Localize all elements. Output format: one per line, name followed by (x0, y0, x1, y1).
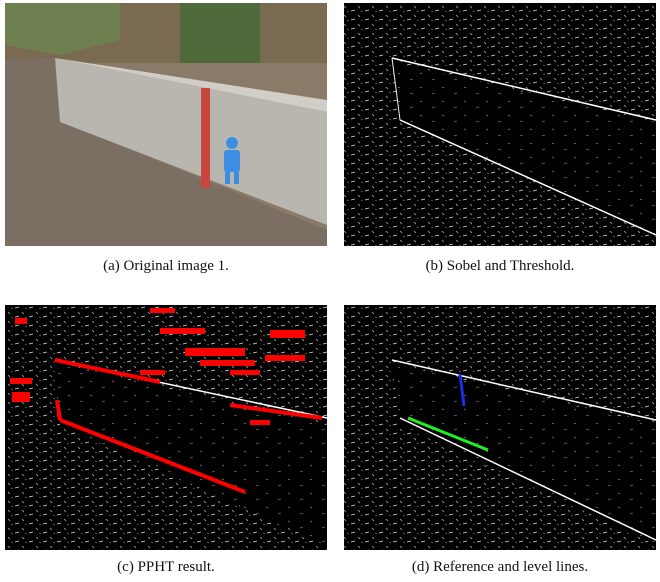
caption: (a) Original image 1. (1, 258, 331, 275)
caption: (b) Sobel and Threshold. (335, 258, 660, 275)
caption: (c) PPHT result. (1, 559, 331, 576)
caption: (d) Reference and level lines. (335, 559, 660, 576)
panel-original (5, 3, 327, 246)
panel-ppht (5, 305, 327, 550)
panel-reference (344, 305, 656, 550)
figure-page: (a) Original image 1. (b) Sobel and Thre… (0, 0, 660, 582)
panel-sobel (344, 3, 656, 246)
figure-panels (0, 0, 660, 582)
